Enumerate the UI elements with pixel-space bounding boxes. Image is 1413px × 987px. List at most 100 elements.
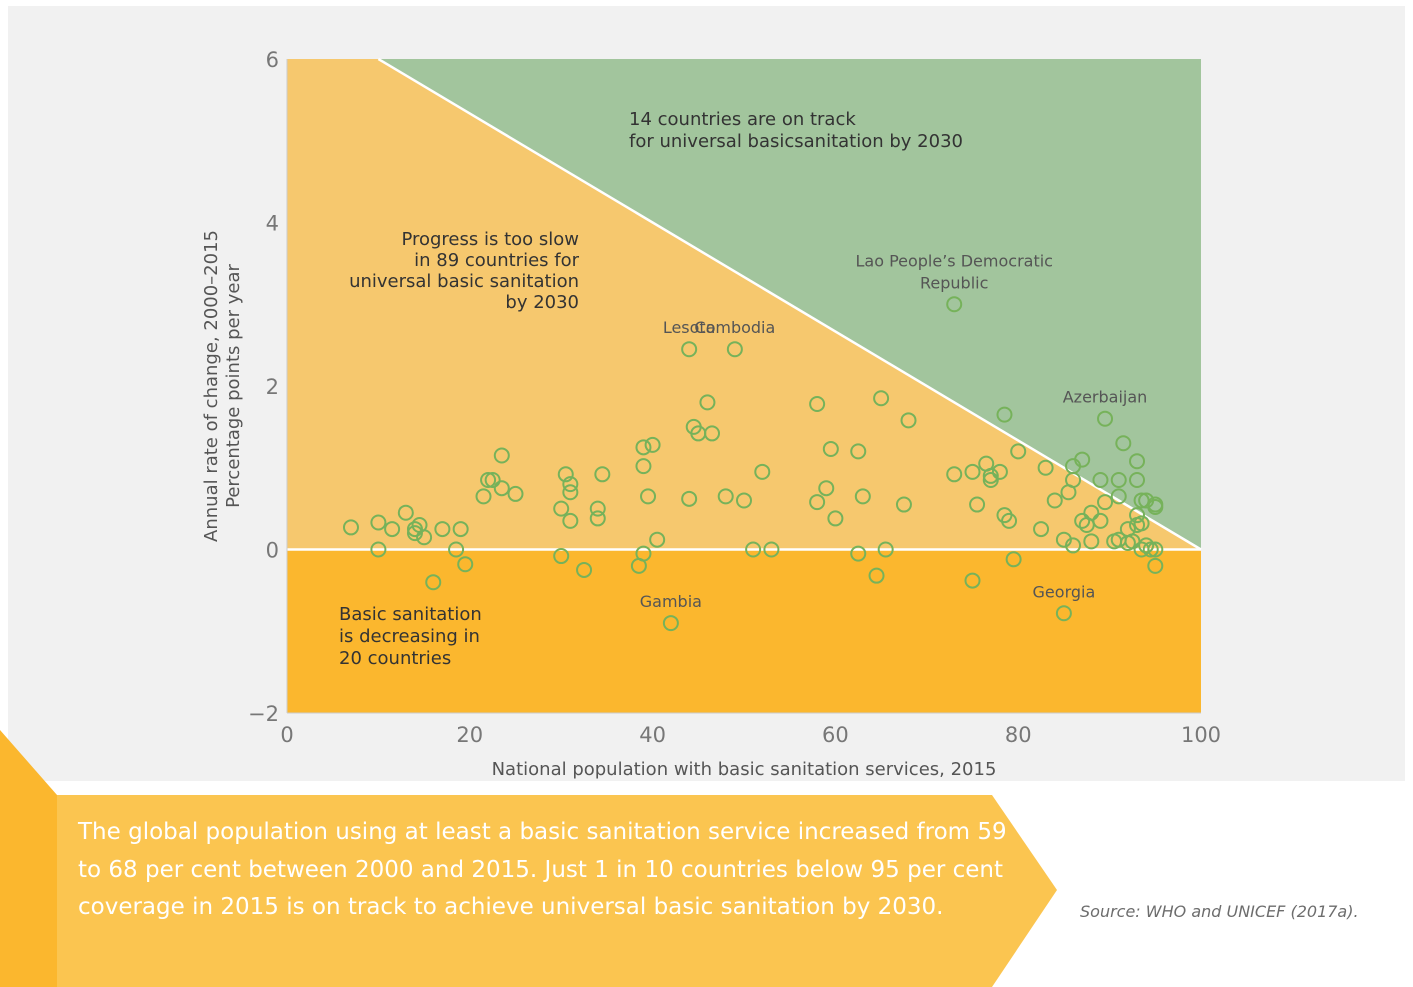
- region-too-slow: [287, 59, 1201, 550]
- data-point: [370, 514, 387, 531]
- too-slow-annotation: Progress is too slow: [401, 229, 579, 250]
- data-point: [717, 488, 734, 505]
- caption-box: [57, 795, 1057, 987]
- data-point: [1129, 472, 1146, 489]
- data-point: [562, 512, 579, 529]
- labeled-data-point: [681, 341, 698, 358]
- source-note: Source: WHO and UNICEF (2017a).: [1080, 902, 1359, 921]
- data-point: [1083, 504, 1100, 521]
- decreasing-annotation: Basic sanitation: [339, 604, 482, 625]
- x-axis-title: National population with basic sanitatio…: [492, 759, 997, 780]
- data-point: [982, 467, 999, 484]
- x-tick-label: 20: [456, 723, 483, 747]
- point-label: Georgia: [1033, 582, 1096, 601]
- data-point: [1110, 472, 1127, 489]
- data-point: [406, 521, 423, 538]
- data-point: [480, 472, 497, 489]
- data-point: [964, 463, 981, 480]
- data-point: [736, 492, 752, 509]
- data-point: [754, 463, 771, 480]
- data-point: [850, 545, 867, 562]
- data-point: [809, 494, 826, 511]
- data-point: [946, 466, 963, 483]
- data-point: [576, 561, 593, 578]
- data-point: [895, 496, 912, 513]
- data-point: [425, 574, 442, 591]
- labeled-data-point: [1097, 410, 1114, 427]
- data-point: [877, 541, 894, 558]
- data-point: [640, 488, 657, 505]
- labeled-data-point: [1055, 605, 1072, 622]
- y-axis-title: Annual rate of change, 2000–2015 Percenta…: [201, 230, 244, 542]
- data-point: [507, 485, 524, 502]
- data-point: [850, 443, 867, 460]
- y-axis-title-line: Annual rate of change, 2000–2015: [201, 230, 222, 542]
- data-point: [854, 488, 871, 505]
- caption-area: The global population using at least a b…: [0, 730, 1413, 987]
- data-point: [562, 476, 579, 493]
- data-point: [448, 541, 465, 558]
- on-track-boundary: [377, 57, 1202, 551]
- region-decreasing: [287, 549, 1201, 713]
- data-point: [635, 458, 652, 475]
- data-point: [434, 521, 451, 538]
- data-point: [589, 510, 606, 527]
- caption-chevron: [0, 730, 57, 987]
- labeled-data-point: [726, 341, 743, 358]
- data-point: [594, 466, 611, 483]
- data-point: [1074, 512, 1091, 529]
- data-point: [1010, 443, 1027, 460]
- data-point: [763, 541, 780, 558]
- data-point: [475, 488, 492, 505]
- too-slow-annotation: in 89 countries for: [414, 250, 579, 271]
- data-point: [1033, 521, 1050, 538]
- x-tick-label: 40: [639, 723, 666, 747]
- x-tick-label: 60: [822, 723, 849, 747]
- data-point: [649, 531, 666, 548]
- data-point: [635, 439, 652, 456]
- data-point: [969, 496, 986, 513]
- y-axis-title-line: Percentage points per year: [223, 264, 244, 508]
- data-point: [1074, 451, 1091, 468]
- data-point: [493, 480, 510, 497]
- data-point: [964, 572, 981, 589]
- data-point: [818, 480, 835, 497]
- too-slow-annotation: by 2030: [505, 292, 579, 313]
- data-point: [1001, 512, 1018, 529]
- data-point: [562, 484, 579, 501]
- data-point: [452, 521, 469, 538]
- decreasing-annotation: is decreasing in: [339, 626, 480, 647]
- data-point: [406, 525, 423, 542]
- data-point: [1097, 494, 1114, 511]
- data-point: [1046, 492, 1063, 509]
- point-label: Azerbaijan: [1063, 388, 1148, 407]
- point-label: Lesoto: [663, 318, 716, 337]
- data-point: [982, 472, 999, 489]
- data-point: [996, 406, 1013, 423]
- figure-panel: −2 0 2 4 6 0 20 40 60 80 100 National population wi…: [8, 6, 1405, 781]
- data-point: [699, 394, 716, 411]
- data-point: [484, 472, 501, 489]
- data-point: [1129, 453, 1146, 470]
- data-point: [827, 510, 844, 527]
- data-point: [1115, 435, 1132, 452]
- caption-text: The global population using at least a b…: [78, 819, 1007, 920]
- x-tick-label: 80: [1005, 723, 1032, 747]
- decreasing-annotation: 20 countries: [339, 648, 451, 669]
- data-point: [493, 447, 510, 464]
- too-slow-annotation: universal basic sanitation: [349, 271, 579, 292]
- data-point: [809, 395, 826, 412]
- point-label: Lao People’s Democratic: [855, 251, 1053, 270]
- y-tick-label: 0: [266, 539, 279, 563]
- data-point: [1092, 472, 1109, 489]
- data-point: [553, 548, 570, 565]
- point-label: Cambodia: [694, 318, 775, 337]
- data-point: [681, 490, 698, 507]
- data-point: [1065, 537, 1082, 554]
- data-point: [1083, 533, 1100, 550]
- data-point: [1065, 472, 1082, 489]
- labeled-data-point: [662, 615, 679, 632]
- x-tick-label: 100: [1181, 723, 1221, 747]
- data-point: [1110, 488, 1127, 505]
- data-point: [1133, 515, 1150, 532]
